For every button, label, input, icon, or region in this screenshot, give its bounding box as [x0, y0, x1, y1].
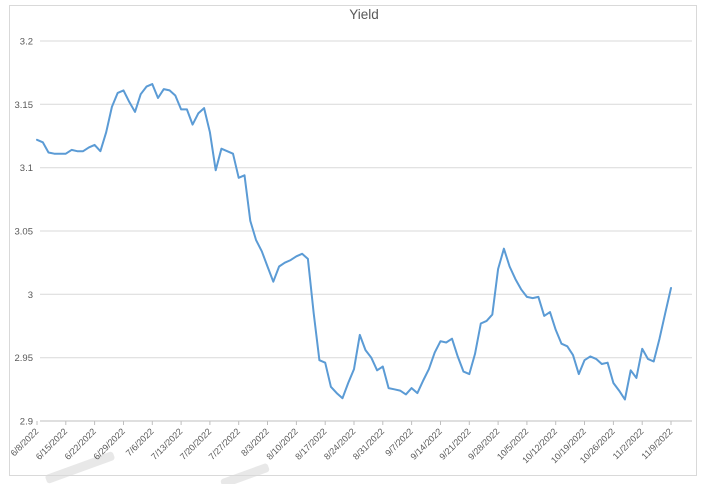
y-tick-label: 3: [28, 290, 33, 301]
y-tick-label: 3.1: [20, 163, 33, 174]
y-tick-label: 2.9: [20, 417, 33, 428]
x-tick-label: 6/29/2022: [92, 426, 127, 461]
x-tick-label: 11/9/2022: [640, 426, 675, 461]
y-tick-label: 3.05: [15, 227, 34, 238]
y-tick-label: 3.15: [15, 100, 34, 111]
y-tick-label: 2.95: [15, 353, 34, 364]
y-tick-label: 3.2: [20, 37, 33, 48]
chart-border: [9, 5, 697, 476]
x-tick-label: 8/31/2022: [351, 426, 386, 461]
yield-line-series: [36, 83, 672, 401]
chart-title: Yield: [349, 7, 379, 22]
x-tick-label: 7/27/2022: [207, 426, 242, 461]
